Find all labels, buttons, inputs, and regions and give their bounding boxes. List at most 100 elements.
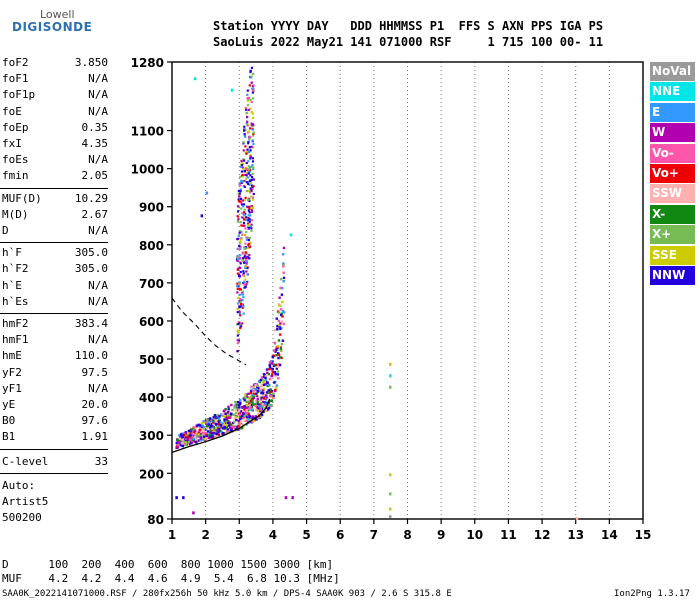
y-tick-label: 400 — [139, 391, 164, 405]
spread-echo-point — [242, 221, 246, 225]
echo-point — [270, 374, 274, 378]
echo-point — [256, 389, 259, 393]
echo-point — [190, 434, 194, 438]
spread-echo-point — [240, 292, 243, 296]
echo-point — [226, 421, 230, 425]
param-row: MUF(D) 10.29 — [2, 192, 108, 208]
param-value: 97.6 — [81, 414, 109, 428]
parameter-panel: foF2 3.850 foF1 N/A foF1p N/A foE N/A foEp 0.35 fx… — [0, 0, 110, 600]
echo-point — [276, 348, 279, 352]
echo-point — [202, 420, 205, 423]
spread-echo-point — [248, 236, 251, 240]
x-tick-label: 1 — [168, 528, 176, 542]
spread-echo-point — [237, 192, 240, 195]
echo-point — [248, 414, 251, 417]
echo-point — [263, 401, 267, 404]
spread-echo-point — [247, 168, 251, 171]
echo-point — [274, 372, 277, 376]
spread-echo-point — [250, 209, 253, 212]
spread-echo-point — [252, 146, 255, 149]
spread-echo-point — [251, 123, 254, 126]
spread-echo-point — [242, 205, 245, 208]
echo-point — [222, 409, 226, 413]
echo-point — [282, 271, 285, 275]
x-tick-label: 8 — [403, 528, 411, 542]
echo-point — [218, 423, 221, 427]
legend-item-vominus: Vo- — [650, 143, 695, 163]
echo-point — [199, 437, 203, 440]
spread-echo-point — [248, 199, 251, 203]
y-tick-label: 1280 — [131, 56, 164, 70]
spread-echo-point — [243, 233, 247, 237]
spread-echo-point — [249, 168, 252, 171]
x-tick-label: 9 — [437, 528, 445, 542]
echo-point — [274, 350, 277, 353]
echo-point — [254, 415, 257, 418]
echo-point — [248, 403, 251, 407]
spread-echo-point — [237, 322, 240, 326]
echo-point — [257, 407, 260, 410]
spread-echo-point — [249, 70, 252, 74]
echo-point — [241, 405, 244, 409]
param-name: foEs — [2, 153, 29, 167]
echo-point — [239, 401, 242, 405]
clevel-value: 33 — [94, 454, 108, 468]
echo-point — [211, 425, 214, 428]
spread-echo-point — [249, 225, 252, 228]
param-separator — [0, 242, 108, 244]
spread-echo-point — [248, 253, 251, 257]
footer-file-info: SAA0K_2022141071000.RSF / 280fx256h 50 k… — [2, 589, 452, 599]
echo-point — [279, 333, 282, 336]
spread-echo-point — [243, 254, 247, 257]
spread-echo-point — [241, 173, 244, 177]
y-tick-label: 200 — [139, 467, 164, 481]
echo-point — [189, 432, 192, 435]
legend-item-e: E — [650, 102, 695, 122]
spread-echo-point — [244, 251, 247, 254]
spread-echo-point — [246, 280, 249, 284]
footer-d-line: D 100 200 400 600 800 1000 1500 3000 [km… — [2, 558, 334, 571]
spread-echo-point — [244, 196, 247, 199]
echo-point — [184, 443, 187, 447]
echo-point — [198, 430, 202, 433]
x-tick-label: 7 — [370, 528, 378, 542]
spread-echo-point — [241, 259, 244, 262]
echo-point — [248, 416, 252, 419]
echo-point — [216, 413, 219, 417]
spread-echo-point — [240, 224, 243, 227]
echo-point — [271, 370, 275, 374]
spread-echo-point — [243, 280, 246, 283]
echo-point — [215, 434, 218, 438]
spread-echo-point — [246, 148, 249, 151]
echo-point — [250, 395, 253, 399]
spread-echo-point — [236, 342, 239, 345]
spread-echo-point — [237, 274, 241, 278]
spread-echo-point — [242, 216, 245, 219]
param-value: 110.0 — [74, 349, 108, 363]
spread-echo-point — [252, 192, 255, 196]
echo-point — [251, 415, 255, 418]
echo-point — [256, 402, 260, 406]
spread-echo-point — [237, 195, 241, 198]
y-tick-label: 600 — [139, 315, 164, 329]
spread-echo-point — [246, 99, 250, 102]
echo-point — [183, 438, 186, 442]
echo-point — [183, 434, 187, 437]
echo-point — [254, 387, 257, 391]
spread-echo-point — [241, 175, 244, 178]
echo-point — [268, 391, 271, 395]
echo-point — [271, 360, 274, 363]
spread-echo-point — [236, 282, 239, 285]
spread-echo-point — [244, 285, 247, 288]
echo-point — [193, 431, 197, 434]
param-row: foE N/A — [2, 105, 108, 121]
echo-point — [275, 367, 279, 370]
param-row: yF2 97.5 — [2, 366, 108, 382]
echo-point — [249, 391, 253, 395]
echo-point — [185, 432, 188, 435]
echo-point — [269, 360, 273, 363]
spread-echo-point — [238, 293, 241, 297]
echo-point — [231, 408, 234, 412]
spread-echo-point — [249, 154, 252, 157]
param-row: hmF1 N/A — [2, 333, 108, 349]
